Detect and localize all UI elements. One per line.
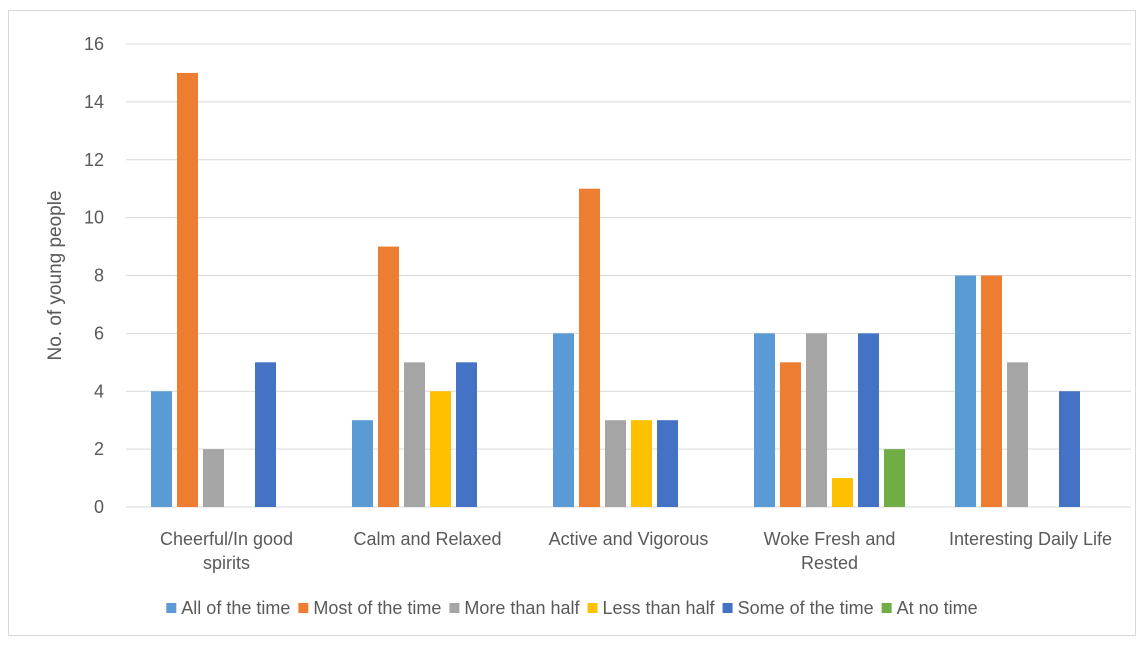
y-tick-label: 14 [84, 92, 104, 112]
bar [1007, 362, 1028, 507]
bar [456, 362, 477, 507]
bar [255, 362, 276, 507]
bar [1059, 391, 1080, 507]
bar [806, 333, 827, 507]
y-tick-label: 2 [94, 439, 104, 459]
legend-label: Some of the time [738, 598, 874, 618]
bar [151, 391, 172, 507]
y-tick-label: 16 [84, 34, 104, 54]
bar [754, 333, 775, 507]
bar [981, 275, 1002, 507]
legend-swatch [587, 603, 598, 613]
x-category-label: Rested [801, 553, 858, 573]
bar [605, 420, 626, 507]
y-tick-label: 4 [94, 381, 104, 401]
bar [177, 72, 198, 507]
y-axis-title: No. of young people [45, 190, 66, 360]
y-tick-label: 6 [94, 323, 104, 343]
x-category-label: Woke Fresh and [764, 529, 896, 549]
bar [553, 333, 574, 507]
x-category-label: Interesting Daily Life [949, 529, 1112, 549]
x-category-label: spirits [203, 553, 250, 573]
bar [955, 275, 976, 507]
legend-swatch [298, 603, 309, 613]
bar [203, 449, 224, 507]
legend-label: More than half [464, 598, 580, 618]
x-category-label: Active and Vigorous [549, 529, 709, 549]
x-category-label: Cheerful/In good [160, 529, 293, 549]
legend-swatch [881, 603, 892, 613]
bar [579, 188, 600, 507]
bar [780, 362, 801, 507]
legend-label: All of the time [181, 598, 290, 618]
bar [858, 333, 879, 507]
chart-area: 0 2 4 6 8 10 12 14 16 Cheerful/In good spirits Calm… [8, 10, 1136, 636]
bar [657, 420, 678, 507]
bar [378, 246, 399, 507]
legend-label: Most of the time [313, 598, 441, 618]
y-tick-label: 8 [94, 266, 104, 286]
y-tick-label: 10 [84, 208, 104, 228]
bar [884, 449, 905, 507]
legend-label: Less than half [602, 598, 715, 618]
legend-label: At no time [897, 598, 978, 618]
y-tick-label: 12 [84, 150, 104, 170]
bar [404, 362, 425, 507]
y-tick-label: 0 [94, 497, 104, 517]
x-category-label: Calm and Relaxed [353, 529, 501, 549]
legend-swatch [722, 603, 733, 613]
bar [631, 420, 652, 507]
bar [430, 391, 451, 507]
legend-swatch [166, 603, 177, 613]
bar [832, 478, 853, 507]
legend-swatch [449, 603, 460, 613]
bar-chart: 0 2 4 6 8 10 12 14 16 Cheerful/In good spirits Calm… [45, 34, 1131, 618]
bar [352, 420, 373, 507]
